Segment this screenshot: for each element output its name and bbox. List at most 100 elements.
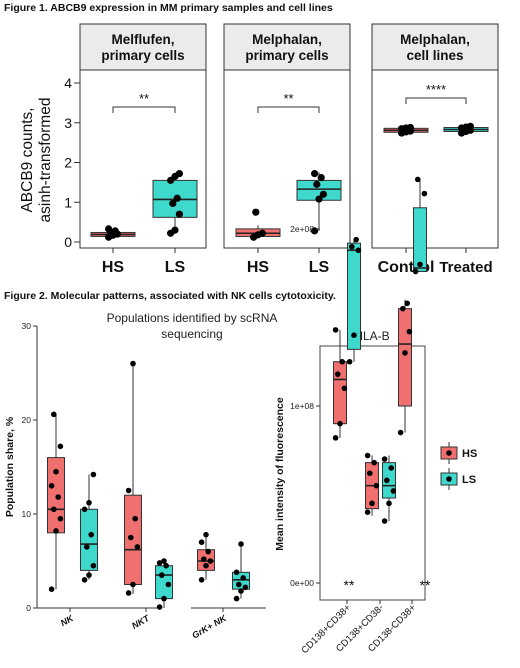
fig1-xtick-label: HS xyxy=(247,259,270,276)
fig2a-box-point xyxy=(88,531,94,538)
fig1-sig-bracket xyxy=(257,106,320,113)
fig2a-box-point xyxy=(165,581,172,588)
fig2a-box-point xyxy=(201,556,207,562)
fig2b-box-point xyxy=(406,328,413,335)
fig1-panel-title: cell lines xyxy=(406,48,463,63)
fig2b-box-point xyxy=(364,509,371,515)
fig2a-box-point xyxy=(125,590,132,596)
fig2b-box-point xyxy=(349,243,355,250)
fig1-sig-label: ** xyxy=(139,91,149,106)
fig1-panel-title: primary cells xyxy=(245,48,328,63)
fig2a-box-point xyxy=(48,586,55,592)
fig2a-ytick-label: 20 xyxy=(22,415,32,425)
fig1-panel-title: Melphalan, xyxy=(252,32,322,47)
fig1-ylabel-line1: ABCB9 counts, xyxy=(19,107,36,212)
fig1-sig-label: **** xyxy=(426,82,446,97)
fig2b-box-point xyxy=(337,420,343,427)
fig2b-box-point xyxy=(369,500,375,507)
fig2b-box-point xyxy=(415,176,421,183)
fig2a-box-point xyxy=(53,468,59,475)
fig2b-title: HLA-B xyxy=(354,329,389,343)
fig2b-box-point xyxy=(353,236,360,243)
fig2a-box-point xyxy=(161,558,167,564)
fig1-box-point xyxy=(175,210,183,218)
fig1-panel-title: primary cells xyxy=(101,48,184,63)
fig1-panel-title: Melflufen, xyxy=(112,32,175,47)
fig2b-box-point xyxy=(400,305,406,312)
fig2b-box-point xyxy=(332,435,339,441)
fig2a-xtick-label: GrK+ NK xyxy=(190,612,229,640)
fig2b-annotation: ** xyxy=(420,577,431,593)
fig2b-box-point xyxy=(404,300,411,307)
fig2a-box-point xyxy=(203,562,209,569)
fig2b-box-point xyxy=(367,470,373,477)
fig2a-xtick-label: NKT xyxy=(130,612,152,631)
fig2a-box-point xyxy=(238,588,244,594)
fig2a-box-point xyxy=(236,581,242,588)
fig2b-box-point xyxy=(397,429,404,436)
fig2a-box-point xyxy=(205,548,211,555)
fig2b-box-point xyxy=(364,452,371,459)
fig1-ytick-label: 3 xyxy=(64,115,72,131)
fig1-box-point xyxy=(175,170,183,178)
fig1-ylabel-line2: asinh-transformed xyxy=(37,98,54,223)
fig2a-box-point xyxy=(128,534,134,541)
fig2b-box-point xyxy=(421,190,428,197)
fig2a-box-box xyxy=(124,494,142,586)
fig1-box-point xyxy=(171,226,179,234)
fig2b-box-point xyxy=(384,477,390,484)
fig2a-title-line2: sequencing xyxy=(161,327,222,341)
fig2b-ytick-label: 1e+08 xyxy=(290,401,314,411)
fig2a-box-point xyxy=(233,569,240,576)
fig2a-box-point xyxy=(207,558,214,564)
fig2a-box-point xyxy=(125,487,132,494)
fig2b-box-point xyxy=(346,358,353,365)
fig2a-box-box xyxy=(80,508,98,571)
figure1-caption: Figure 1. ABCB9 expression in MM primary… xyxy=(4,2,333,14)
fig2a-box-point xyxy=(159,572,165,578)
fig2a-box-point xyxy=(134,544,141,550)
fig2b-ytick-label: 2e+08 xyxy=(290,224,314,234)
fig2b-box-point xyxy=(335,371,341,377)
fig2b-box-point xyxy=(351,332,357,339)
fig2a-box-point xyxy=(242,584,249,591)
fig1-box-point xyxy=(258,229,266,237)
fig1-ytick-label: 4 xyxy=(64,75,72,91)
fig2b-box-point xyxy=(373,482,380,489)
fig1-ylabel: ABCB9 counts,asinh-transformed xyxy=(19,98,54,223)
fig2a-box-point xyxy=(51,411,57,418)
fig2a-box-point xyxy=(51,506,57,513)
fig1-ytick-label: 2 xyxy=(64,155,72,171)
fig1-box-point xyxy=(173,194,181,202)
fig2a-box-point xyxy=(130,360,136,367)
fig1-box-point xyxy=(313,180,321,188)
fig2a-box-point xyxy=(198,577,205,583)
fig2b-legend-label: LS xyxy=(462,474,476,486)
fig2a-title-line1: Populations identified by scRNA xyxy=(107,311,278,325)
fig2a-ytick-label: 10 xyxy=(22,509,32,519)
fig2a-box-point xyxy=(81,577,88,583)
fig2b-box-box xyxy=(347,242,361,350)
fig2a-box-point xyxy=(203,531,209,538)
fig2a-box-point xyxy=(86,572,92,578)
fig2a-box-point xyxy=(132,515,138,522)
fig2b-box-point xyxy=(388,465,395,471)
fig2a-box-point xyxy=(130,581,136,588)
fig2b-box-box xyxy=(333,361,347,425)
fig1-xtick-label: LS xyxy=(309,259,330,276)
fig2b-box-point xyxy=(339,358,346,365)
fig2a-ytick-label: 30 xyxy=(22,321,32,331)
fig2a-box-point xyxy=(233,595,240,602)
fig2a-box-point xyxy=(163,562,169,569)
fig2b-box-point xyxy=(417,261,423,268)
fig1-panel-frame xyxy=(223,69,351,249)
fig1-box-point xyxy=(317,174,325,182)
fig2b-box-point xyxy=(371,459,378,466)
fig2a-box-point xyxy=(156,560,163,566)
fig1-panel-title: Melphalan, xyxy=(400,32,470,47)
fig1-sig-bracket xyxy=(405,97,467,104)
fig1-xtick-label: Treated xyxy=(439,259,492,276)
fig1-ytick-label: 1 xyxy=(64,194,72,210)
fig1-panel-frame xyxy=(371,69,499,249)
fig2a-ytick-label: 0 xyxy=(26,603,31,613)
